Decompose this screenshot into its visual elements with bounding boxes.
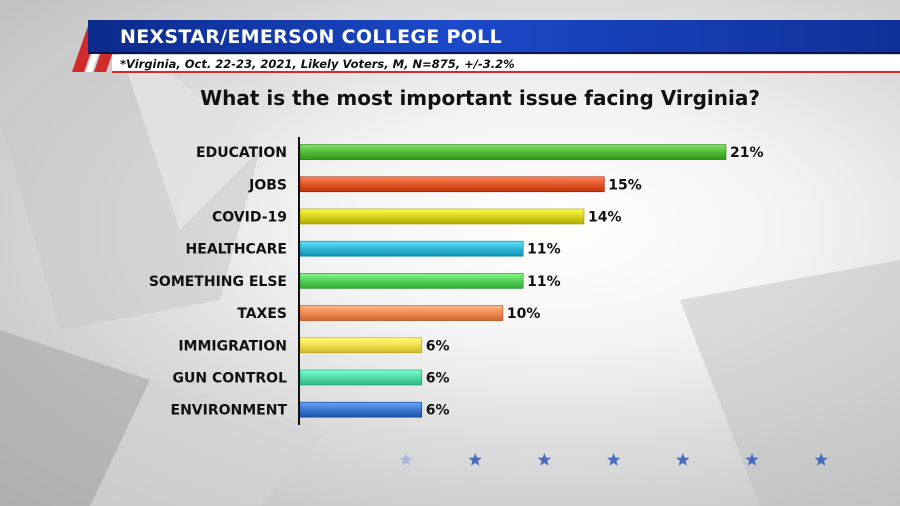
bar-environment	[299, 401, 423, 418]
category-label: IMMIGRATION	[178, 338, 287, 354]
category-label: HEALTHCARE	[186, 242, 287, 258]
bar-covid-19	[299, 208, 585, 225]
value-label: 21%	[730, 145, 764, 161]
bar-immigration	[299, 337, 423, 354]
decorative-star-icon	[399, 453, 413, 466]
bar-taxes	[299, 305, 504, 321]
header-bar	[88, 20, 900, 54]
value-label: 11%	[527, 274, 561, 290]
decorative-star-icon	[537, 453, 552, 466]
value-label: 14%	[588, 210, 622, 226]
category-label: GUN CONTROL	[173, 371, 288, 387]
category-label: COVID-19	[212, 210, 287, 226]
value-label: 11%	[527, 242, 561, 258]
value-label: 6%	[426, 403, 450, 419]
value-label: 6%	[426, 371, 450, 387]
bar-jobs	[299, 176, 605, 193]
decorative-star-icon	[814, 453, 828, 466]
subtitle-bar	[112, 55, 900, 73]
value-label: 10%	[507, 306, 541, 322]
bar-education	[299, 144, 727, 160]
chart-question: What is the most important issue facing …	[200, 86, 760, 110]
decorative-star-icon	[676, 453, 690, 466]
decorative-star-icon	[745, 453, 759, 466]
category-label: TAXES	[237, 306, 287, 322]
bar-gun-control	[299, 369, 423, 386]
category-label: SOMETHING ELSE	[149, 274, 287, 290]
category-label: JOBS	[248, 177, 287, 193]
decorative-star-icon	[468, 453, 482, 466]
category-label: EDUCATION	[196, 145, 287, 161]
value-label: 6%	[426, 338, 450, 354]
poll-title: NEXSTAR/EMERSON COLLEGE POLL	[120, 26, 502, 48]
category-label: ENVIRONMENT	[171, 403, 288, 419]
bar-healthcare	[299, 240, 524, 257]
decorative-star-icon	[606, 453, 621, 466]
poll-subtitle: *Virginia, Oct. 22-23, 2021, Likely Vote…	[120, 57, 515, 71]
value-label: 15%	[608, 177, 642, 193]
bar-something-else	[299, 273, 524, 289]
